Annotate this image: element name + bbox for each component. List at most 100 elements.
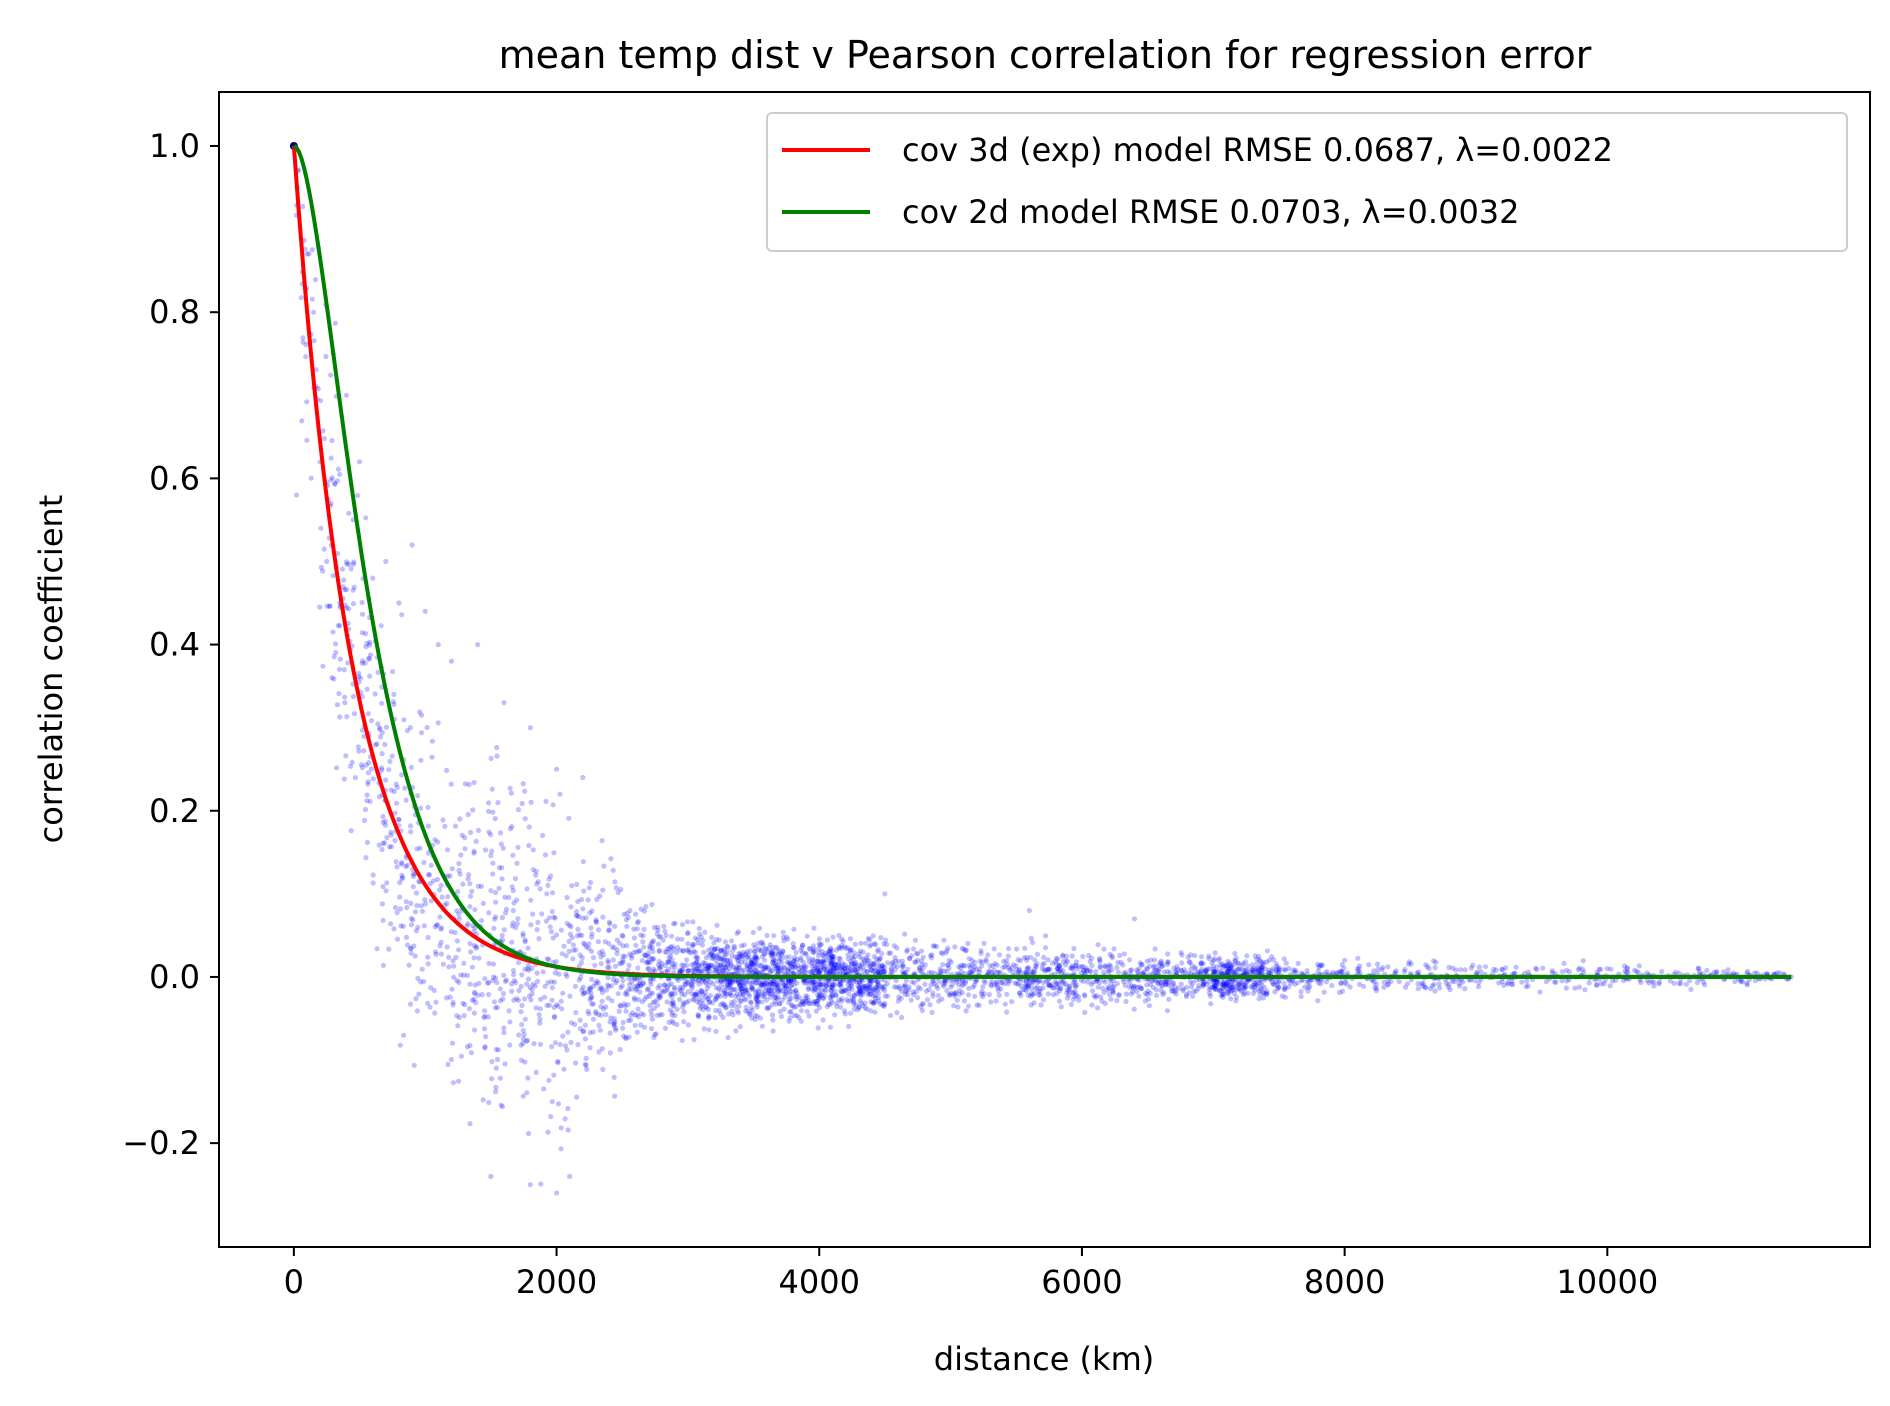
scatter-point: [1525, 983, 1531, 989]
scatter-point: [821, 952, 827, 958]
scatter-point: [1116, 992, 1122, 999]
scatter-point: [1219, 964, 1225, 970]
scatter-point: [1032, 957, 1038, 963]
scatter-point: [343, 587, 350, 593]
scatter-point: [333, 649, 339, 656]
scatter-point: [300, 203, 306, 210]
scatter-point: [1207, 966, 1213, 972]
scatter-point: [1253, 982, 1259, 988]
scatter-point: [590, 1016, 597, 1022]
scatter-point: [846, 986, 853, 992]
scatter-point: [1431, 981, 1437, 987]
scatter-point: [327, 603, 333, 609]
scatter-point: [1543, 979, 1549, 985]
scatter-point: [635, 982, 641, 989]
scatter-point: [877, 969, 884, 975]
scatter-point: [1341, 965, 1347, 971]
scatter-point: [749, 960, 755, 966]
scatter-point: [768, 968, 774, 974]
scatter-point: [493, 1046, 499, 1053]
scatter-point: [522, 937, 528, 943]
scatter-point: [774, 945, 780, 951]
scatter-point: [735, 1010, 742, 1016]
scatter-point: [1195, 970, 1201, 976]
scatter-point: [587, 986, 594, 992]
scatter-point: [660, 937, 666, 943]
scatter-point: [1097, 965, 1103, 971]
scatter-point: [1072, 994, 1078, 1000]
scatter-point: [1242, 986, 1248, 992]
scatter-point: [1137, 984, 1143, 990]
scatter-point: [977, 958, 983, 964]
scatter-point: [722, 993, 728, 999]
scatter-point: [1173, 991, 1179, 997]
scatter-point: [747, 964, 753, 970]
scatter-point: [1136, 977, 1142, 983]
scatter-point: [767, 942, 773, 948]
scatter-point: [394, 784, 400, 791]
legend: cov 3d (exp) model RMSE 0.0687, λ=0.0022…: [766, 112, 1848, 252]
scatter-point: [930, 978, 936, 984]
scatter-point: [650, 957, 656, 963]
scatter-point: [946, 957, 952, 964]
scatter-point: [733, 978, 739, 984]
scatter-point: [754, 997, 760, 1004]
scatter-point: [830, 965, 836, 972]
scatter-point: [715, 952, 722, 958]
scatter-point: [684, 962, 690, 968]
scatter-point: [706, 947, 712, 953]
scatter-point: [895, 958, 902, 965]
scatter-point: [632, 1022, 638, 1028]
scatter-point: [842, 965, 848, 971]
y-tick-label: 0.6: [149, 459, 200, 497]
scatter-point: [816, 945, 822, 951]
scatter-point: [723, 964, 729, 970]
scatter-point: [640, 939, 646, 945]
scatter-point: [793, 988, 799, 994]
scatter-point: [380, 917, 386, 923]
scatter-point: [570, 956, 576, 962]
scatter-point: [785, 968, 791, 974]
scatter-point: [412, 909, 419, 915]
scatter-point: [852, 964, 858, 970]
scatter-point: [692, 993, 698, 999]
scatter-point: [1164, 961, 1171, 968]
scatter-point: [520, 933, 526, 939]
scatter-point: [994, 969, 1001, 976]
scatter-point: [1101, 946, 1107, 952]
scatter-point: [813, 1008, 820, 1014]
scatter-point: [502, 1061, 508, 1067]
scatter-point: [942, 978, 948, 984]
scatter-point: [1445, 984, 1451, 990]
scatter-point: [1256, 988, 1262, 994]
scatter-point: [624, 943, 630, 949]
scatter-point: [1213, 986, 1219, 992]
x-tick-label: 2000: [516, 1263, 597, 1301]
scatter-point: [783, 989, 789, 995]
scatter-point: [482, 1044, 488, 1050]
scatter-point: [727, 981, 733, 987]
scatter-point: [858, 940, 864, 946]
scatter-point: [820, 960, 826, 966]
scatter-point: [312, 277, 319, 283]
scatter-point: [868, 991, 874, 997]
scatter-point: [749, 986, 755, 993]
scatter-point: [511, 900, 517, 906]
scatter-point: [1256, 970, 1262, 976]
scatter-point: [816, 997, 822, 1003]
scatter-point: [1122, 982, 1128, 989]
scatter-point: [771, 957, 777, 963]
scatter-point: [1260, 995, 1266, 1001]
scatter-point: [828, 961, 835, 967]
scatter-point: [1050, 984, 1056, 990]
scatter-point: [1014, 981, 1020, 987]
scatter-point: [1267, 970, 1273, 976]
scatter-point: [454, 1013, 460, 1019]
scatter-point: [729, 952, 735, 958]
scatter-point: [944, 988, 950, 994]
scatter-point: [1101, 989, 1107, 996]
scatter-point: [679, 967, 685, 974]
scatter-point: [830, 982, 836, 989]
scatter-point: [1259, 982, 1265, 988]
scatter-point: [817, 970, 823, 976]
